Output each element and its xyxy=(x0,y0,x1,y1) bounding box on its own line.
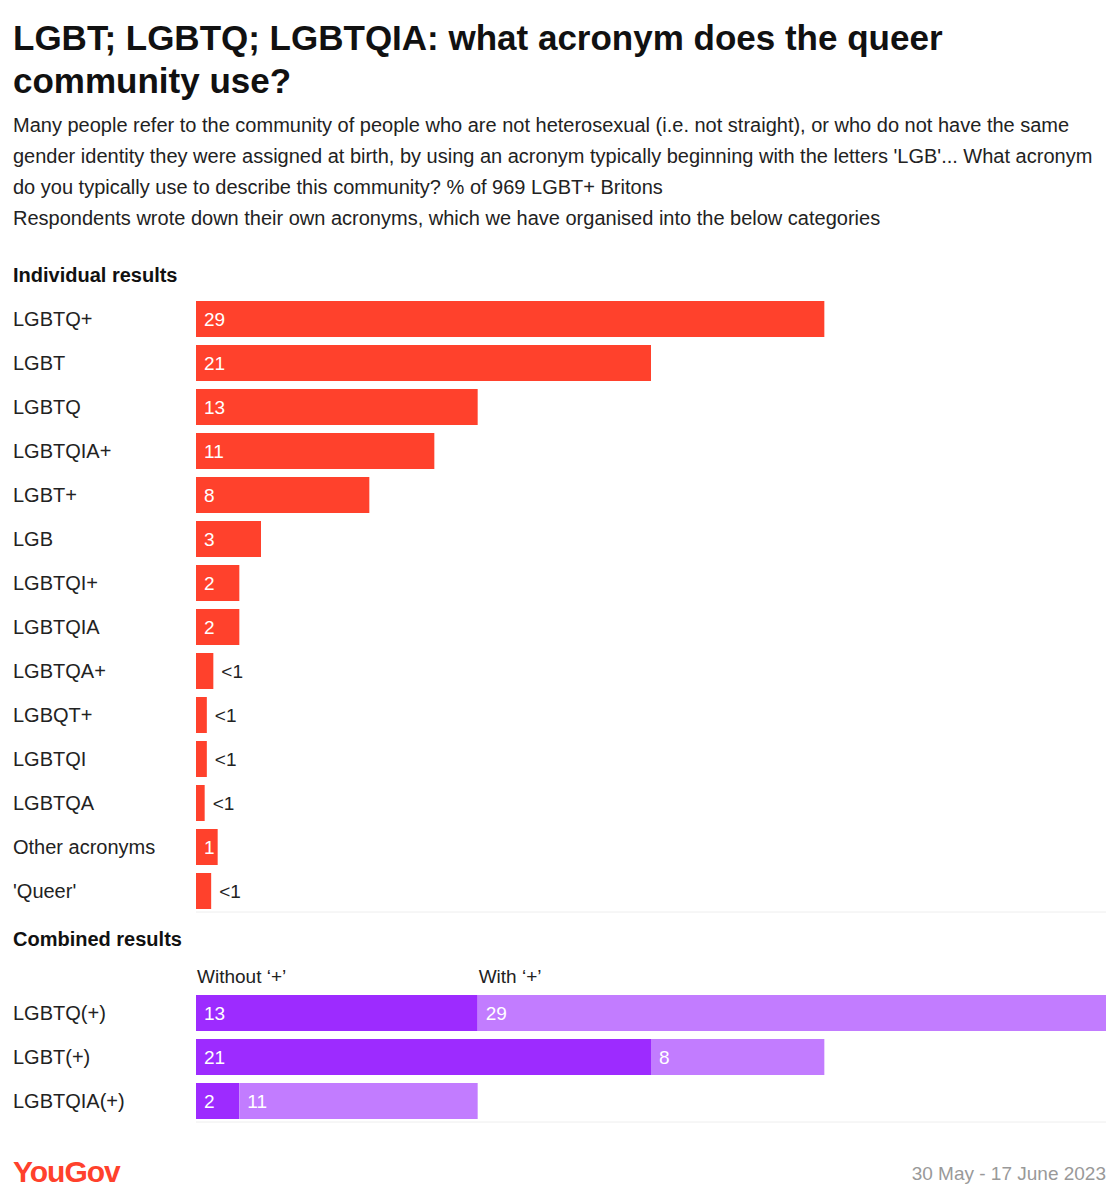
axis-line xyxy=(196,1122,1106,1123)
category-label: LGBT(+) xyxy=(13,1046,90,1068)
date: 30 May - 17 June 2023 xyxy=(912,1163,1106,1184)
category-label: LGBTQ+ xyxy=(13,308,92,330)
data-label: 29 xyxy=(204,309,225,330)
bar xyxy=(196,785,205,821)
data-label: 8 xyxy=(659,1047,670,1068)
bar-segment xyxy=(651,1039,824,1075)
brand: YouGov xyxy=(13,1155,121,1188)
bar xyxy=(196,653,213,689)
category-label: Other acronyms xyxy=(13,836,155,858)
data-label: 2 xyxy=(204,617,215,638)
bar xyxy=(196,873,211,909)
data-label: 11 xyxy=(204,441,224,462)
legend-entry: With ‘+’ xyxy=(479,966,542,987)
category-label: LGBTQIA(+) xyxy=(13,1090,125,1112)
bar-segment xyxy=(196,1039,651,1075)
axis-line xyxy=(196,912,1106,913)
bar xyxy=(196,477,369,513)
category-label: 'Queer' xyxy=(13,880,76,902)
bar xyxy=(196,829,218,865)
data-label: <1 xyxy=(213,793,235,814)
subtitle: Many people refer to the community of pe… xyxy=(13,110,1108,203)
bar xyxy=(196,301,824,337)
bar xyxy=(196,697,207,733)
chart-title: Individual results xyxy=(13,264,177,286)
data-label: <1 xyxy=(215,705,237,726)
data-label: 2 xyxy=(204,573,215,594)
category-label: LGBQT+ xyxy=(13,704,92,726)
category-label: LGBT+ xyxy=(13,484,77,506)
header: LGBT; LGBTQ; LGBTQIA: what acronym does … xyxy=(13,16,1108,234)
bar xyxy=(196,521,261,557)
chart-title: Combined results xyxy=(13,928,182,950)
category-label: LGBT xyxy=(13,352,65,374)
data-label: 21 xyxy=(204,353,225,374)
bar xyxy=(196,389,478,425)
bar-segment xyxy=(478,995,1106,1031)
data-label: 13 xyxy=(204,1003,225,1024)
data-label: 21 xyxy=(204,1047,225,1068)
data-label: <1 xyxy=(215,749,237,770)
note: Respondents wrote down their own acronym… xyxy=(13,203,1108,234)
category-label: LGBTQIA xyxy=(13,616,100,638)
data-label: 29 xyxy=(486,1003,507,1024)
chart: Individual resultsLGBTQ+29LGBT21LGBTQ13L… xyxy=(0,0,1119,1200)
bars xyxy=(196,301,824,909)
category-label: LGBTQA xyxy=(13,792,95,814)
category-label: LGBTQA+ xyxy=(13,660,106,682)
data-label: <1 xyxy=(219,881,241,902)
bar-segment xyxy=(196,995,478,1031)
bar xyxy=(196,565,239,601)
data-label: 1 xyxy=(204,837,215,858)
bar xyxy=(196,345,651,381)
bar-segment xyxy=(239,1083,477,1119)
data-label: 11 xyxy=(247,1091,267,1112)
bar xyxy=(196,741,207,777)
data-label: 13 xyxy=(204,397,225,418)
category-label: LGBTQI+ xyxy=(13,572,98,594)
category-label: LGB xyxy=(13,528,53,550)
title: LGBT; LGBTQ; LGBTQIA: what acronym does … xyxy=(13,16,1108,102)
data-label: 2 xyxy=(204,1091,215,1112)
bars xyxy=(196,995,1106,1119)
data-label: 3 xyxy=(204,529,215,550)
bar xyxy=(196,433,434,469)
bar-segment xyxy=(196,1083,239,1119)
category-label: LGBTQIA+ xyxy=(13,440,111,462)
category-label: LGBTQ xyxy=(13,396,81,418)
data-label: <1 xyxy=(221,661,243,682)
bar xyxy=(196,609,239,645)
category-label: LGBTQI xyxy=(13,748,86,770)
legend-entry: Without ‘+’ xyxy=(197,966,286,987)
category-label: LGBTQ(+) xyxy=(13,1002,106,1024)
data-label: 8 xyxy=(204,485,215,506)
